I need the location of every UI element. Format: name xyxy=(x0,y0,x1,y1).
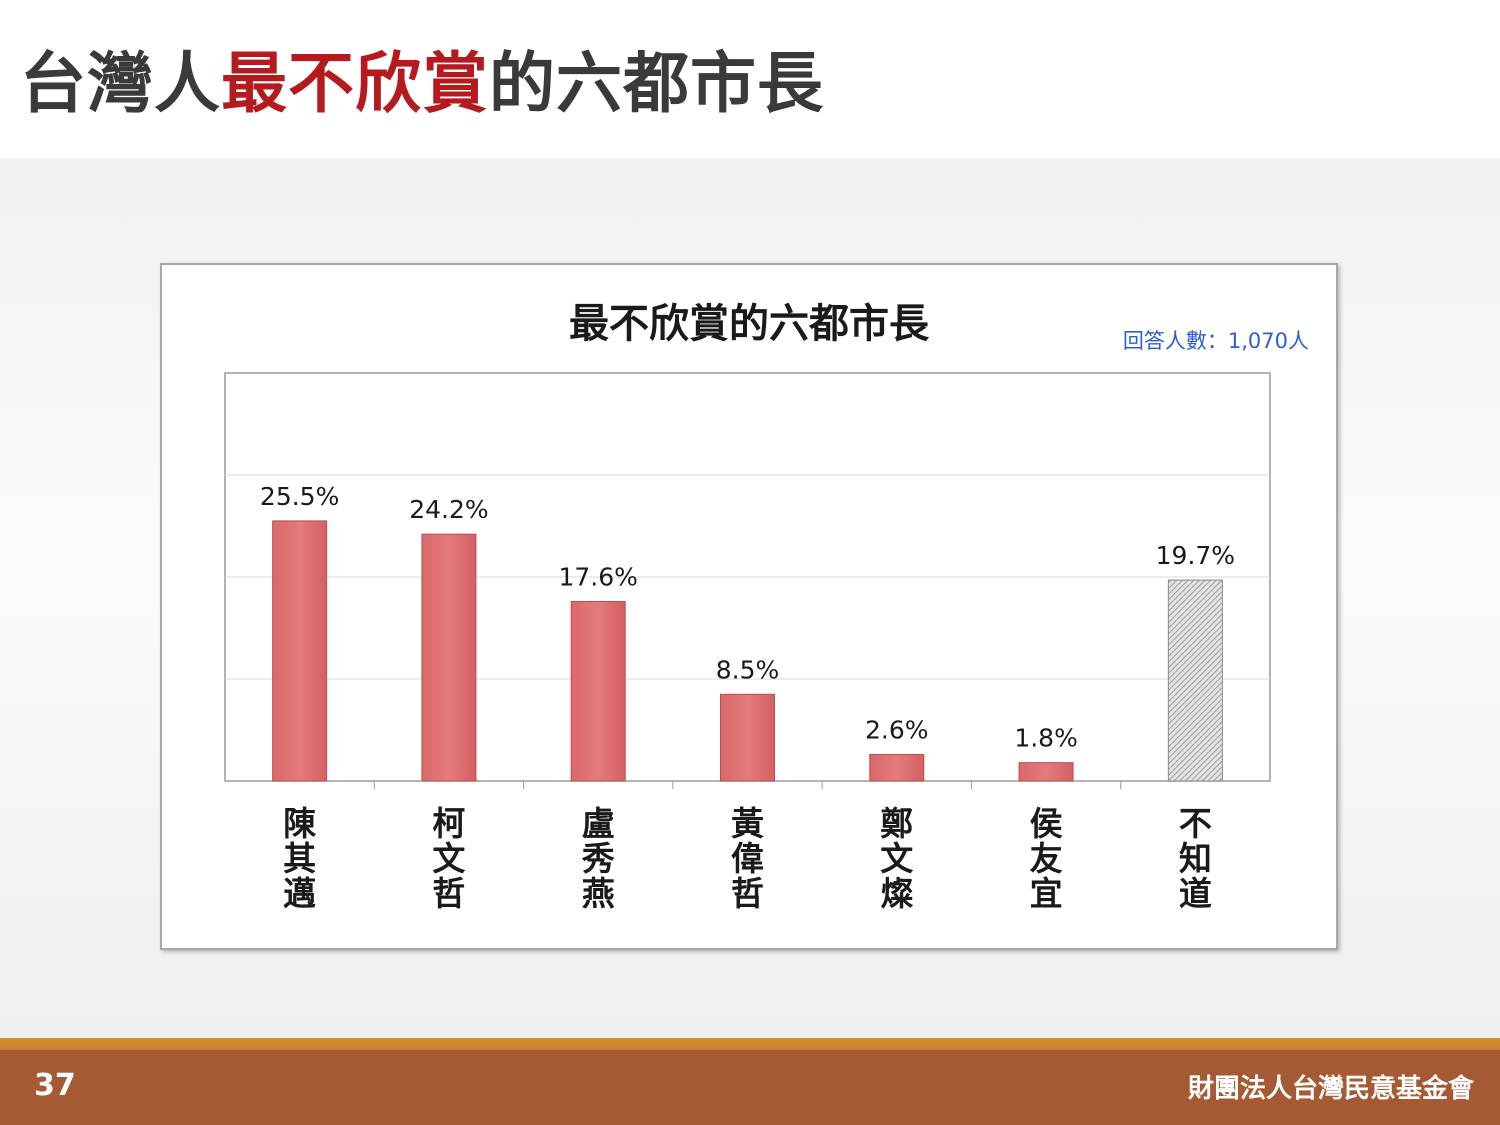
respondent-count-note: 回答人數：1,070人 xyxy=(1123,329,1309,353)
category-label: 侯友宜 xyxy=(1030,804,1063,913)
bar xyxy=(869,753,925,782)
category-label: 鄭文燦 xyxy=(880,804,914,913)
title-highlight: 最不欣賞 xyxy=(221,45,489,122)
slide-title: 台灣人最不欣賞的六都市長 xyxy=(20,30,824,126)
bar xyxy=(1018,762,1074,782)
chart-frame: 最不欣賞的六都市長 回答人數：1,070人 25.5% 陳其邁 24.2% 柯文哲 17… xyxy=(160,263,1338,950)
category-label: 陳其邁 xyxy=(283,804,316,913)
category-label: 盧秀燕 xyxy=(581,804,615,913)
bar-chart: 最不欣賞的六都市長 回答人數：1,070人 25.5% 陳其邁 24.2% 柯文哲 17… xyxy=(224,301,1309,913)
data-label: 17.6% xyxy=(559,562,638,591)
category-label: 不知道 xyxy=(1179,804,1212,913)
bar xyxy=(272,520,328,782)
bar xyxy=(570,600,626,782)
data-label: 1.8% xyxy=(1014,724,1078,753)
footer-stripe xyxy=(0,1038,1500,1050)
data-label: 2.6% xyxy=(865,715,929,744)
bar xyxy=(421,533,477,782)
bar xyxy=(1167,579,1223,782)
data-label: 8.5% xyxy=(716,655,780,684)
category-label: 黃偉哲 xyxy=(731,804,764,913)
footer-bar: 37 財團法人台灣民意基金會 xyxy=(0,1050,1500,1125)
data-label: 24.2% xyxy=(409,495,488,524)
title-prefix: 台灣人 xyxy=(20,45,221,122)
bar xyxy=(720,693,775,782)
title-suffix: 的六都市長 xyxy=(489,45,824,122)
data-label: 19.7% xyxy=(1156,541,1235,570)
organization-name: 財團法人台灣民意基金會 xyxy=(1187,1074,1474,1104)
data-label: 25.5% xyxy=(260,482,339,511)
category-label: 柯文哲 xyxy=(432,804,465,913)
page-number: 37 xyxy=(34,1068,76,1103)
chart-title: 最不欣賞的六都市長 xyxy=(569,301,930,347)
